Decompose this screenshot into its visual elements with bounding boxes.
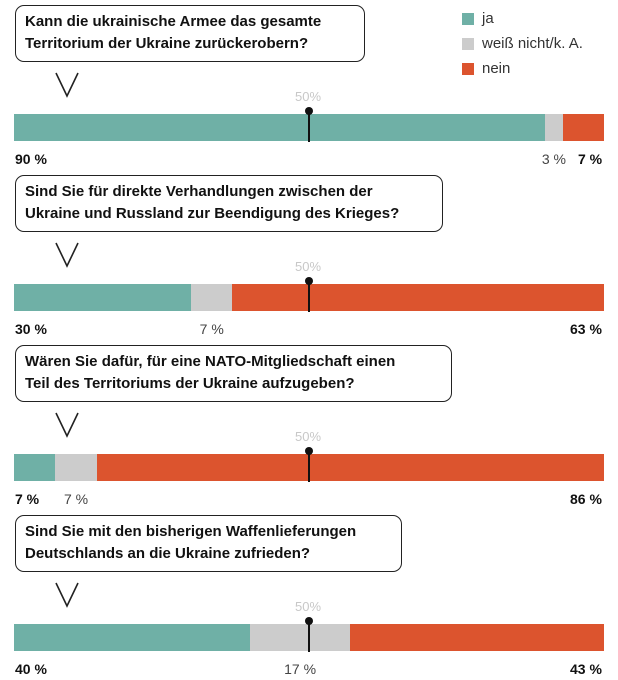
bar-segment-ja xyxy=(14,454,56,481)
bar-segment-nein xyxy=(562,114,604,141)
bar-segment-ja xyxy=(14,624,250,651)
question-block: Wären Sie dafür, für eine NATO-Mitglieds… xyxy=(0,340,618,510)
bubble-tail xyxy=(55,412,79,438)
value-label-nein: 86 % xyxy=(570,491,602,507)
legend-swatch-unknown xyxy=(462,37,474,50)
midpoint-label: 50% xyxy=(294,599,322,614)
bar-segment-unknown xyxy=(545,114,563,141)
legend: ja weiß nicht/k. A. nein xyxy=(462,6,583,81)
stacked-bar xyxy=(14,624,604,651)
bar-segment-unknown xyxy=(191,284,233,311)
bubble-tail xyxy=(55,242,79,268)
legend-item-unknown: weiß nicht/k. A. xyxy=(462,31,583,56)
question-block: Kann die ukrainische Armee das gesamte T… xyxy=(0,0,618,170)
value-label-ja: 40 % xyxy=(15,661,47,677)
midpoint-dot xyxy=(305,277,313,285)
midpoint-label: 50% xyxy=(294,89,322,104)
question-block: Sind Sie mit den bisherigen Waffenliefer… xyxy=(0,510,618,680)
value-label-ja: 30 % xyxy=(15,321,47,337)
value-label-unknown: 17 % xyxy=(284,661,317,677)
midpoint-dot xyxy=(305,617,313,625)
midpoint-line xyxy=(308,620,310,652)
value-label-nein: 43 % xyxy=(570,661,602,677)
value-label-unknown: 7 % xyxy=(63,491,89,507)
stacked-bar xyxy=(14,114,604,141)
midpoint-dot xyxy=(305,107,313,115)
bar-segment-ja xyxy=(14,284,191,311)
value-label-unknown: 7 % xyxy=(199,321,224,337)
bar-segment-unknown xyxy=(250,624,351,651)
bubble-tail xyxy=(55,72,79,98)
legend-item-ja: ja xyxy=(462,6,583,31)
stacked-bar xyxy=(14,454,604,481)
value-label-ja: 7 % xyxy=(15,491,40,507)
midpoint-line xyxy=(308,110,310,142)
value-label-ja: 90 % xyxy=(15,151,47,167)
bar-segment-nein xyxy=(232,284,604,311)
value-label-unknown: 3 % xyxy=(541,151,566,167)
stacked-bar xyxy=(14,284,604,311)
legend-swatch-nein xyxy=(462,62,474,75)
midpoint-line xyxy=(308,280,310,312)
question-bubble: Sind Sie mit den bisherigen Waffenliefer… xyxy=(15,515,402,572)
legend-label-nein: nein xyxy=(482,60,511,77)
midpoint-label: 50% xyxy=(294,429,322,444)
bar-segment-nein xyxy=(96,454,604,481)
legend-label-ja: ja xyxy=(482,10,494,27)
question-block: Sind Sie für direkte Verhandlungen zwisc… xyxy=(0,170,618,340)
midpoint-label: 50% xyxy=(294,259,322,274)
bar-segment-unknown xyxy=(55,454,97,481)
bar-segment-nein xyxy=(350,624,604,651)
question-bubble: Sind Sie für direkte Verhandlungen zwisc… xyxy=(15,175,443,232)
question-bubble: Wären Sie dafür, für eine NATO-Mitglieds… xyxy=(15,345,452,402)
bar-segment-ja xyxy=(14,114,545,141)
question-bubble: Kann die ukrainische Armee das gesamte T… xyxy=(15,5,365,62)
bubble-tail xyxy=(55,582,79,608)
midpoint-dot xyxy=(305,447,313,455)
legend-swatch-ja xyxy=(462,12,474,25)
midpoint-line xyxy=(308,450,310,482)
value-label-nein: 63 % xyxy=(570,321,602,337)
legend-item-nein: nein xyxy=(462,56,583,81)
value-label-nein: 7 % xyxy=(578,151,603,167)
legend-label-unknown: weiß nicht/k. A. xyxy=(482,35,583,52)
